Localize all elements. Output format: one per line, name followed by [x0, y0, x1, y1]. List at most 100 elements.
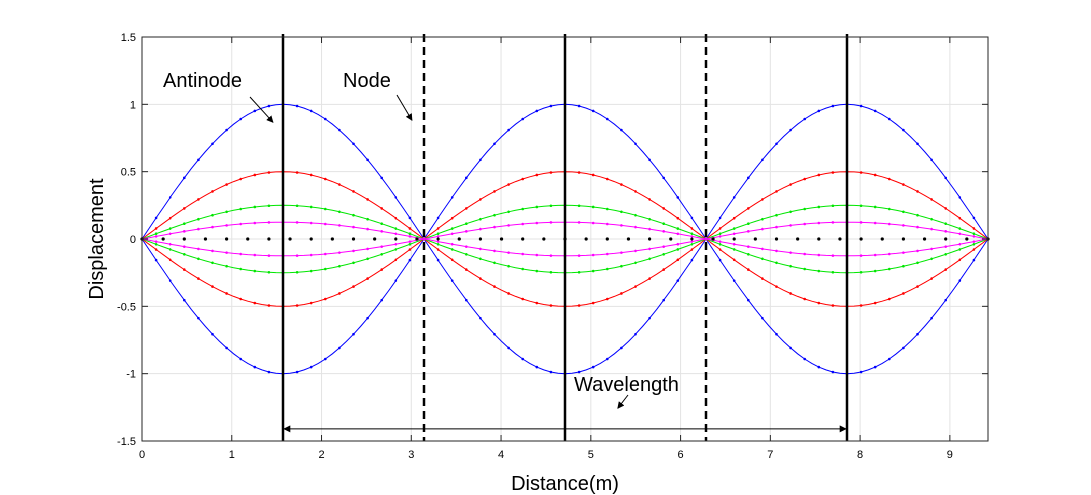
series-7-point-22: [295, 254, 299, 257]
series-8-point-15: [246, 237, 250, 241]
series-1-point-116: [958, 279, 962, 282]
series-0-point-16: [253, 109, 257, 113]
series-6-point-118: [972, 235, 976, 238]
series-8-point-42: [436, 237, 440, 241]
series-4-point-18: [267, 204, 271, 208]
series-2-point-48: [479, 277, 482, 280]
series-6-point-78: [690, 240, 694, 243]
series-4-point-2: [154, 232, 158, 236]
series-8-point-117: [965, 237, 969, 241]
series-4-point-30: [352, 213, 355, 217]
series-5-point-6: [183, 252, 186, 256]
y-tick-label-2: -0.5: [117, 301, 136, 313]
series-0-point-8: [197, 158, 200, 162]
series-2-point-78: [690, 248, 694, 251]
series-8-point-111: [922, 237, 927, 241]
series-2-point-32: [366, 198, 369, 201]
series-8-point-3: [161, 237, 165, 241]
series-3-point-108: [902, 292, 905, 295]
series-8-point-66: [605, 237, 609, 241]
series-0-point-34: [380, 176, 384, 180]
series-0-point-70: [634, 332, 637, 336]
series-8-point-84: [732, 237, 736, 241]
series-5-point-90: [775, 261, 778, 265]
series-4-point-28: [338, 210, 341, 214]
series-2-point-44: [450, 258, 454, 262]
series-3-point-82: [718, 248, 722, 251]
series-1-point-108: [902, 346, 905, 350]
node-annotation: Node: [343, 70, 391, 92]
series-3-point-70: [634, 190, 637, 193]
series-3-point-24: [309, 301, 313, 305]
series-2-point-116: [958, 216, 962, 220]
series-0-point-22: [295, 104, 299, 108]
series-6-point-64: [591, 253, 595, 257]
series-3-point-2: [154, 248, 158, 251]
series-6-point-112: [930, 227, 933, 231]
series-1-point-76: [676, 196, 680, 199]
series-4-point-112: [930, 217, 933, 221]
series-4-point-88: [761, 217, 764, 221]
series-2-point-92: [789, 183, 792, 186]
series-7-point-16: [253, 253, 257, 257]
x-tick-label-1: 1: [229, 449, 235, 461]
series-3-point-4: [168, 258, 172, 262]
series-5-point-24: [309, 269, 313, 273]
series-4-point-14: [239, 207, 242, 211]
series-1-point-32: [366, 316, 369, 320]
series-4-point-82: [718, 232, 722, 236]
series-5-point-94: [803, 267, 806, 271]
series-0-point-50: [493, 332, 496, 336]
x-tick-label-9: 9: [947, 449, 953, 461]
series-1-point-112: [930, 316, 933, 320]
series-0-point-38: [408, 216, 412, 220]
series-7-point-80: [704, 237, 708, 241]
series-0-point-68: [620, 346, 623, 350]
series-4-point-98: [831, 204, 835, 208]
series-2-point-10: [211, 190, 214, 193]
series-5-point-48: [479, 217, 482, 221]
series-4-point-102: [859, 204, 863, 208]
series-2-point-66: [606, 297, 609, 301]
series-8-point-6: [182, 237, 186, 241]
y-tick-label-4: 0.5: [121, 167, 136, 179]
series-0-point-28: [338, 128, 341, 132]
series-6-point-32: [366, 227, 369, 231]
series-3-point-72: [648, 198, 651, 201]
series-6-point-92: [789, 224, 792, 227]
series-7-point-36: [394, 242, 398, 246]
series-6-point-44: [450, 242, 454, 246]
x-tick-label-2: 2: [318, 449, 324, 461]
series-4-point-92: [789, 210, 792, 214]
series-5-point-104: [873, 269, 877, 273]
series-6-point-12: [225, 224, 228, 227]
series-6-point-74: [662, 245, 665, 248]
series-2-point-4: [168, 216, 172, 220]
series-4-point-16: [253, 205, 257, 209]
series-7-point-86: [747, 245, 750, 248]
series-5-point-2: [154, 242, 158, 246]
series-2-point-30: [352, 190, 355, 193]
y-tick-label-0: -1.5: [117, 436, 136, 448]
y-tick-label-1: -1: [126, 369, 136, 381]
series-7-point-116: [958, 242, 962, 246]
series-0-point-114: [944, 176, 947, 180]
series-3-point-10: [211, 285, 214, 288]
series-5-point-70: [634, 213, 637, 217]
series-6-point-28: [338, 224, 341, 227]
series-1-point-42: [436, 216, 440, 220]
series-2-point-38: [408, 227, 412, 230]
series-0-point-64: [591, 365, 595, 369]
series-1-point-118: [972, 258, 976, 262]
series-3-point-102: [859, 304, 863, 307]
series-7-point-24: [309, 253, 313, 257]
y-tick-label-3: 0: [130, 234, 136, 246]
series-5-point-4: [168, 248, 172, 251]
series-5-point-8: [197, 257, 200, 261]
series-5-point-82: [718, 242, 722, 246]
series-4-point-50: [493, 261, 496, 265]
series-1-point-10: [211, 332, 214, 336]
series-5-point-36: [394, 248, 398, 251]
series-1-point-94: [803, 357, 806, 361]
